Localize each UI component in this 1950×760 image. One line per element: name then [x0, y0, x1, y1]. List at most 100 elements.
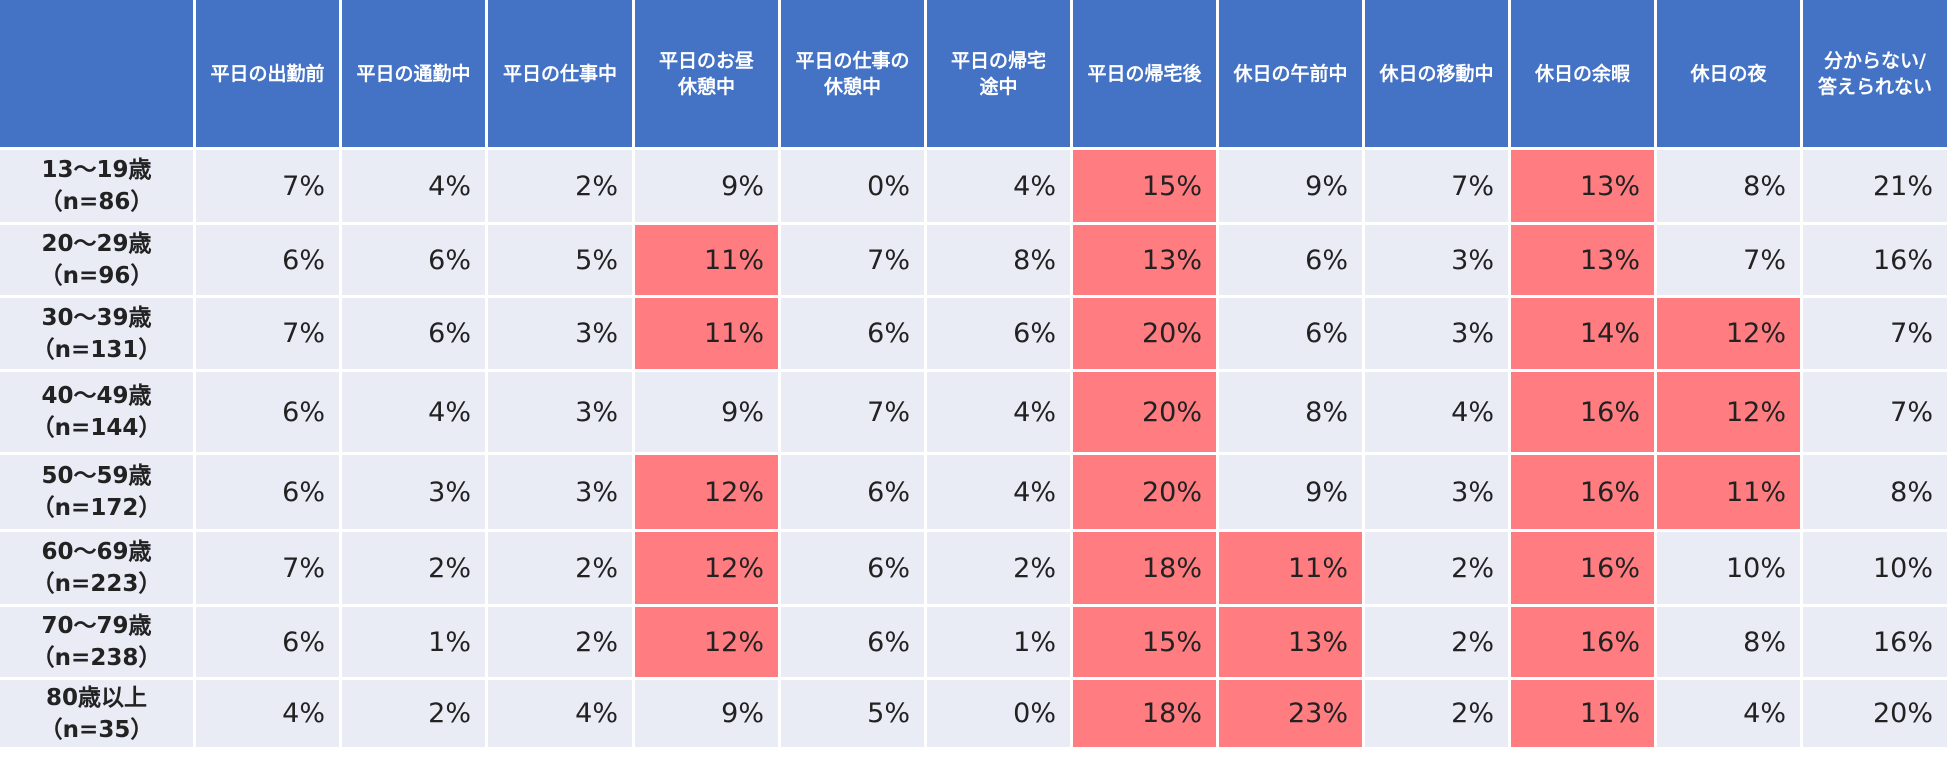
- row-sample-size: （n=86）: [39, 189, 154, 215]
- value-cell: 7%: [1365, 150, 1508, 222]
- value-cell: 4%: [342, 150, 485, 222]
- row-label: 60～69歳 （n=223）: [0, 532, 193, 604]
- value-cell-highlighted: 15%: [1073, 607, 1216, 677]
- value-cell-highlighted: 23%: [1219, 680, 1362, 747]
- value-cell: 3%: [488, 455, 632, 529]
- value-cell: 8%: [927, 225, 1070, 295]
- value-cell: 2%: [1365, 532, 1508, 604]
- value-cell: 3%: [488, 298, 632, 369]
- value-cell: 3%: [1365, 298, 1508, 369]
- value-cell: 4%: [1657, 680, 1800, 747]
- column-header: 休日の余暇: [1511, 0, 1654, 147]
- value-cell: 6%: [196, 225, 339, 295]
- value-cell: 4%: [927, 150, 1070, 222]
- value-cell-highlighted: 13%: [1073, 225, 1216, 295]
- value-cell-highlighted: 16%: [1511, 372, 1654, 452]
- value-cell: 2%: [488, 607, 632, 677]
- column-header-text: 休日の余暇: [1535, 61, 1630, 87]
- column-header-line: 休日の夜: [1690, 62, 1767, 85]
- column-header: 分からない/答えられない: [1803, 0, 1947, 147]
- row-sample-size: （n=35）: [39, 716, 154, 743]
- value-cell-highlighted: 12%: [1657, 298, 1800, 369]
- column-header: 休日の午前中: [1219, 0, 1362, 147]
- row-sample-size: （n=144）: [31, 415, 162, 441]
- value-cell-highlighted: 20%: [1073, 372, 1216, 452]
- value-cell: 8%: [1657, 150, 1800, 222]
- value-cell: 1%: [342, 607, 485, 677]
- value-cell-highlighted: 13%: [1511, 150, 1654, 222]
- value-cell: 7%: [196, 532, 339, 604]
- value-cell-highlighted: 15%: [1073, 150, 1216, 222]
- column-header-line: 休日の余暇: [1534, 62, 1630, 85]
- value-cell: 6%: [342, 298, 485, 369]
- column-header-text: 平日の帰宅 途中: [951, 48, 1046, 100]
- row-label-text: 80歳以上 （n=35）: [40, 682, 154, 746]
- column-header: 平日の帰宅後: [1073, 0, 1216, 147]
- row-group: 13～19歳: [41, 157, 152, 183]
- column-header-line: 平日の通勤中: [356, 62, 471, 85]
- value-cell: 21%: [1803, 150, 1947, 222]
- value-cell-highlighted: 16%: [1511, 532, 1654, 604]
- value-cell: 16%: [1803, 225, 1947, 295]
- value-cell: 6%: [342, 225, 485, 295]
- value-cell: 2%: [488, 532, 632, 604]
- value-cell: 0%: [927, 680, 1070, 747]
- value-cell: 16%: [1803, 607, 1947, 677]
- value-cell: 20%: [1803, 680, 1947, 747]
- row-label-text: 13～19歳 （n=86）: [40, 154, 154, 218]
- column-header: 平日の出勤前: [196, 0, 339, 147]
- row-label-text: 70～79歳 （n=238）: [32, 610, 162, 674]
- value-cell: 6%: [1219, 298, 1362, 369]
- value-cell-highlighted: 12%: [635, 607, 778, 677]
- column-header-text: 平日の帰宅後: [1087, 61, 1201, 87]
- value-cell: 7%: [781, 225, 924, 295]
- value-cell: 4%: [1365, 372, 1508, 452]
- row-group: 30～39歳: [41, 304, 152, 331]
- column-header-line: 平日の仕事中: [502, 62, 617, 85]
- column-header-line: 平日の帰宅: [950, 49, 1046, 72]
- value-cell-highlighted: 11%: [1219, 532, 1362, 604]
- row-group: 50～59歳: [41, 463, 152, 489]
- value-cell-highlighted: 11%: [1511, 680, 1654, 747]
- column-header: 平日のお昼 休憩中: [635, 0, 778, 147]
- value-cell: 6%: [781, 607, 924, 677]
- value-cell: 3%: [1365, 225, 1508, 295]
- value-cell-highlighted: 12%: [635, 532, 778, 604]
- value-cell-highlighted: 12%: [635, 455, 778, 529]
- value-cell: 6%: [196, 455, 339, 529]
- value-cell: 3%: [1365, 455, 1508, 529]
- row-label-text: 20～29歳 （n=96）: [40, 228, 154, 292]
- value-cell: 7%: [196, 150, 339, 222]
- column-header: 平日の通勤中: [342, 0, 485, 147]
- value-cell: 4%: [927, 372, 1070, 452]
- row-label: 30～39歳 （n=131）: [0, 298, 193, 369]
- value-cell: 4%: [927, 455, 1070, 529]
- column-header-line: 途中: [979, 75, 1018, 98]
- row-group: 70～79歳: [41, 613, 152, 639]
- column-header-text: 平日のお昼 休憩中: [659, 48, 754, 100]
- value-cell: 3%: [488, 372, 632, 452]
- row-group: 80歳以上: [45, 684, 147, 711]
- value-cell: 6%: [781, 298, 924, 369]
- value-cell: 0%: [781, 150, 924, 222]
- column-header-text: 平日の出勤前: [210, 61, 324, 87]
- row-label: 20～29歳 （n=96）: [0, 225, 193, 295]
- value-cell-highlighted: 16%: [1511, 607, 1654, 677]
- column-header: 平日の帰宅 途中: [927, 0, 1070, 147]
- value-cell-highlighted: 20%: [1073, 298, 1216, 369]
- value-cell: 2%: [488, 150, 632, 222]
- value-cell: 9%: [635, 680, 778, 747]
- column-header-text: 休日の午前中: [1233, 61, 1347, 87]
- value-cell: 8%: [1803, 455, 1947, 529]
- row-sample-size: （n=223）: [31, 571, 162, 597]
- row-label: 70～79歳 （n=238）: [0, 607, 193, 677]
- value-cell-highlighted: 16%: [1511, 455, 1654, 529]
- value-cell: 7%: [1803, 298, 1947, 369]
- value-cell: 10%: [1803, 532, 1947, 604]
- row-label-text: 30～39歳 （n=131）: [32, 302, 162, 366]
- row-label-text: 60～69歳 （n=223）: [32, 536, 162, 600]
- column-header-text: 休日の移動中: [1379, 61, 1493, 87]
- header-corner: [0, 0, 193, 147]
- column-header-text: 平日の通勤中: [356, 61, 470, 87]
